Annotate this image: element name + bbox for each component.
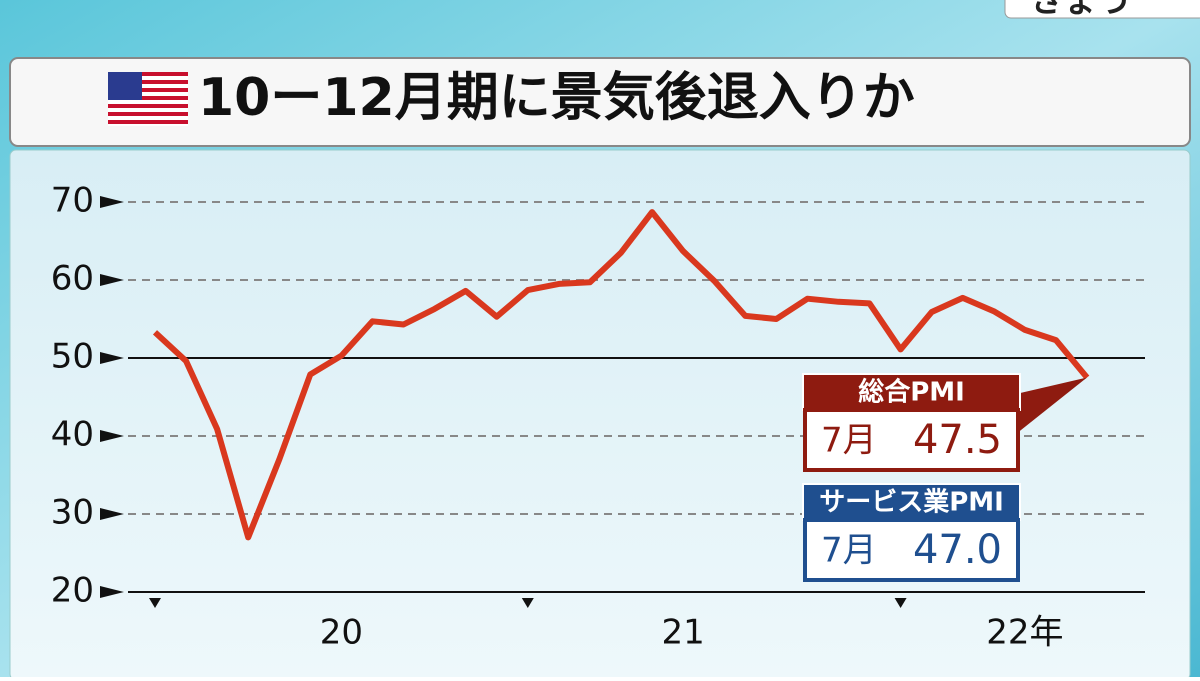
us-flag xyxy=(108,72,188,126)
y-tick-label: 40 xyxy=(51,415,94,455)
y-tick-label: 60 xyxy=(51,259,94,299)
top-tab: きょう xyxy=(1004,0,1200,21)
callout-body xyxy=(803,518,1020,582)
year-boundary-mark xyxy=(894,598,907,608)
callout-month: 7月 xyxy=(821,531,877,571)
callout-header xyxy=(802,483,1021,521)
callout-label: サービス業PMI xyxy=(819,488,1004,518)
y-tick-mark xyxy=(100,586,124,598)
y-tick-label: 30 xyxy=(51,493,94,533)
x-tick-label: 22年 xyxy=(986,613,1063,653)
callout-pointer xyxy=(1016,377,1087,434)
year-boundary-mark xyxy=(521,598,534,608)
chart-title: 10ー12月期に景気後退入りか xyxy=(198,68,915,128)
top-tab-text: きょう xyxy=(1030,0,1132,21)
y-tick-label: 50 xyxy=(51,337,94,377)
y-tick-mark xyxy=(100,196,124,208)
y-tick-label: 20 xyxy=(51,571,94,611)
callout-value: 47.0 xyxy=(913,527,1002,573)
callout-label: 総合PMI xyxy=(858,377,965,408)
title-bar xyxy=(9,57,1191,147)
y-tick-mark xyxy=(100,274,124,286)
x-tick-label: 21 xyxy=(662,613,705,653)
callout-month: 7月 xyxy=(821,421,877,461)
y-tick-label: 70 xyxy=(51,181,94,221)
x-tick-label: 20 xyxy=(320,613,363,653)
data-line xyxy=(152,209,1090,541)
callout-body xyxy=(803,408,1020,472)
y-tick-mark xyxy=(100,430,124,442)
callout-value: 47.5 xyxy=(913,417,1002,463)
year-boundary-mark xyxy=(149,598,161,608)
y-tick-mark xyxy=(100,508,124,520)
y-tick-mark xyxy=(100,352,124,364)
